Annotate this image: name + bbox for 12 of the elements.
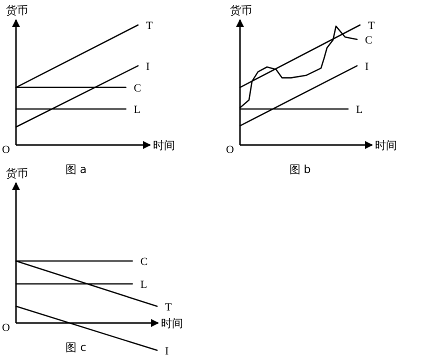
ylabel: 货币 [6,167,28,180]
ylabel: 货币 [230,4,252,17]
title: 图 c [66,341,86,354]
title: 图 a [65,163,87,176]
annotation: O [226,144,234,156]
xlabel: 时间 [153,139,175,152]
title: 图 b [289,163,311,176]
ylabel: 货币 [6,4,28,17]
xlabel: 时间 [161,317,183,330]
annotation: O [2,322,10,334]
xlabel: 时间 [375,139,397,152]
annotation: O [2,144,10,156]
